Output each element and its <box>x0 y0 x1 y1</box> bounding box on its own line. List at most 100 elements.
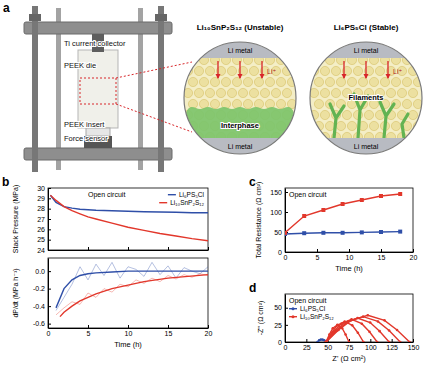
cell-inner <box>183 42 296 154</box>
particle <box>249 66 258 75</box>
figure-root: aTi current collectorPEEK diePEEK insert… <box>0 0 426 370</box>
series-line <box>60 275 208 317</box>
particle <box>402 77 411 86</box>
y-tick-mark <box>285 325 288 326</box>
y-axis-title: Total Resistance (Ω cm²) <box>255 182 263 259</box>
x-tick-mark <box>168 247 169 250</box>
chart: 025507510012515002550Open circuitLi₆PS₅C… <box>249 281 419 363</box>
y-tick: 0 <box>278 339 288 346</box>
particle <box>364 110 373 119</box>
legend-label: Li₁₀SnP₂S₁₂ <box>300 313 334 320</box>
x-tick-label: 15 <box>165 330 173 337</box>
y-tick: 24 <box>37 247 51 254</box>
y-tick-mark <box>48 324 51 325</box>
electrode-label: Li metal <box>228 47 253 54</box>
x-axis-line <box>286 252 414 253</box>
y-tick: 0 <box>278 249 288 256</box>
filament <box>330 104 344 138</box>
particle <box>331 88 340 97</box>
y-axis-line <box>285 295 286 343</box>
particle <box>336 77 345 86</box>
x-tick-mark <box>128 247 129 250</box>
particle <box>336 121 345 130</box>
x-tick-mark <box>392 339 393 342</box>
panel-label: b <box>2 175 9 189</box>
particle <box>391 121 400 130</box>
y-tick-mark <box>285 252 288 253</box>
legend-swatch-marker <box>292 307 295 310</box>
x-tick-mark <box>381 249 382 252</box>
x-axis-title: Time (h) <box>335 264 363 273</box>
y-tick-mark <box>48 188 51 189</box>
series-marker <box>337 329 340 332</box>
chart: 05101520050100150Open circuitTime (h)Tot… <box>249 175 417 273</box>
zoom-line <box>116 104 192 132</box>
y-tick-label: -0.6 <box>33 320 45 327</box>
particle <box>402 99 411 108</box>
ion-label: Li⁺ <box>267 68 276 75</box>
series-marker <box>398 192 402 196</box>
apparatus-label: Force sensor <box>64 134 108 143</box>
feature-label: Interphase <box>221 121 259 130</box>
x-tick-mark <box>208 247 209 250</box>
zoom-box <box>80 78 116 104</box>
x-tick-mark <box>208 325 209 328</box>
particle <box>227 66 236 75</box>
y-tick: 28 <box>37 205 51 212</box>
particle <box>320 88 329 97</box>
x-tick: 5 <box>87 325 91 337</box>
ion-label: Li⁺ <box>393 68 402 75</box>
y-tick-mark <box>48 250 51 251</box>
series-marker <box>360 230 364 234</box>
y-tick: -0.4 <box>33 303 51 310</box>
x-axis-title: Z' (Ω cm²) <box>332 354 366 363</box>
plot-frame <box>48 258 208 328</box>
x-tick: 20 <box>410 249 418 261</box>
legend-label: Li₆PS₅Cl <box>300 305 326 312</box>
annotation: Open circuit <box>88 191 125 199</box>
particle <box>375 66 384 75</box>
x-tick: 20 <box>205 325 213 337</box>
series-marker <box>383 319 386 322</box>
series-marker <box>396 329 399 332</box>
particle <box>369 121 378 130</box>
legend-item: Li₁₀SnP₂S₁₂ <box>289 313 334 320</box>
series-marker <box>357 331 360 334</box>
y-tick-mark <box>48 289 51 290</box>
particle <box>199 77 208 86</box>
y-tick: 50 <box>274 229 288 236</box>
particle <box>210 99 219 108</box>
y-tick-mark <box>48 306 51 307</box>
li-metal <box>310 42 422 58</box>
x-tick-mark <box>413 339 414 342</box>
particle <box>210 77 219 86</box>
legend-swatch-marker <box>292 315 295 318</box>
plot-area <box>285 192 402 236</box>
series-line <box>326 318 389 342</box>
particle <box>216 88 225 97</box>
x-tick-mark <box>168 325 169 328</box>
y-axis: 050100150 <box>270 189 288 256</box>
cell: Li₁₀SnP₂S₁₂ (Unstable)Li metalLi metalIn… <box>183 23 296 154</box>
y-tick-label: 30 <box>37 185 45 192</box>
y-tick: 100 <box>270 209 288 216</box>
y-tick: 25 <box>37 236 51 243</box>
y-tick-mark <box>48 240 51 241</box>
x-tick <box>208 247 209 250</box>
electrolyte <box>310 42 422 154</box>
legend-swatch <box>168 194 176 195</box>
particle <box>243 77 252 86</box>
ion-arrow <box>261 61 262 78</box>
particle <box>331 66 340 75</box>
particle <box>386 88 395 97</box>
series-marker <box>379 194 383 198</box>
y-axis-line <box>285 189 286 253</box>
y-axis: 0.0-0.2-0.4-0.6 <box>33 259 51 329</box>
series-marker <box>388 329 391 332</box>
y-tick-label: -0.2 <box>33 285 45 292</box>
particle <box>353 66 362 75</box>
y-tick-label: 50 <box>274 229 282 236</box>
particle <box>260 88 269 97</box>
y-tick: 30 <box>37 185 51 192</box>
y-tick-mark <box>48 219 51 220</box>
